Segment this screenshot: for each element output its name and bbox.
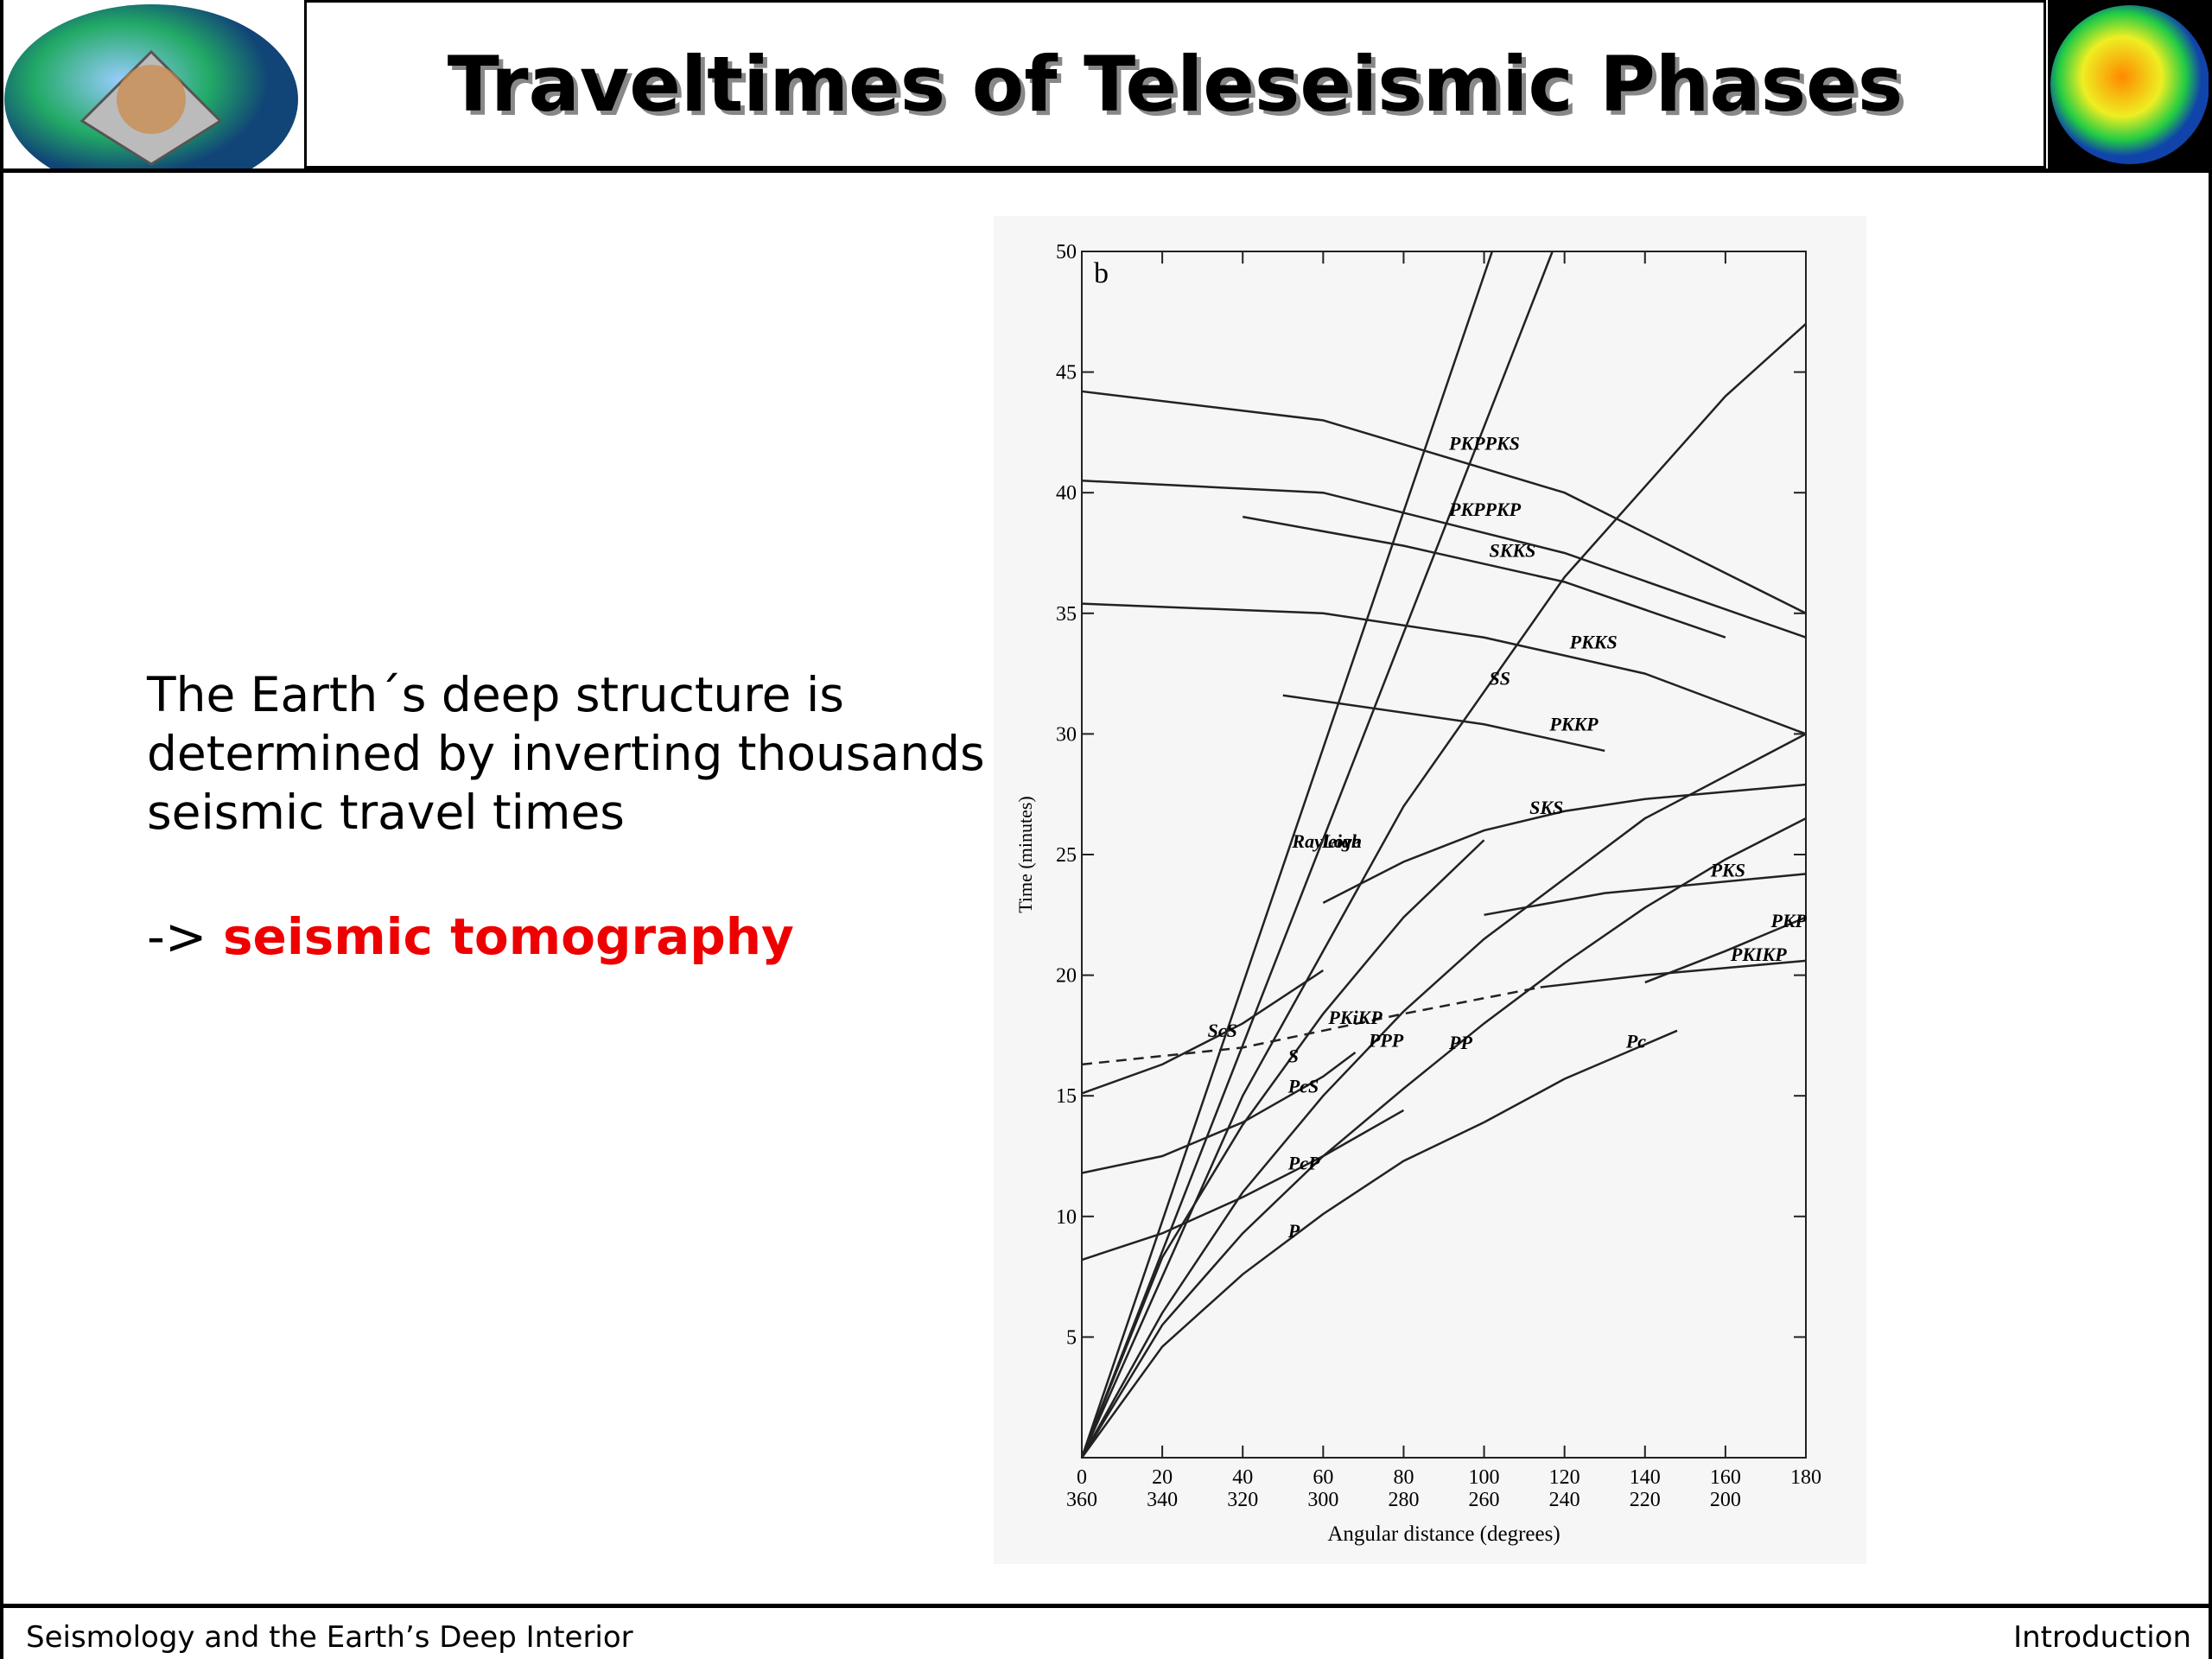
header-rule xyxy=(0,168,2212,173)
phase-label: PKS xyxy=(1710,860,1745,881)
phase-curve xyxy=(1080,733,1807,1459)
x-tick-label: 80 xyxy=(1393,1466,1414,1489)
y-tick-label: 25 xyxy=(1056,844,1077,867)
phase-label: PKKP xyxy=(1548,714,1599,735)
phase-label: PcP xyxy=(1287,1153,1320,1174)
phase-curve xyxy=(1322,783,1807,904)
x-tick-sublabel: 320 xyxy=(1227,1489,1258,1511)
text-line: The Earth´s deep structure is xyxy=(147,667,844,722)
phase-curve xyxy=(1483,1029,1678,1124)
x-tick-label: 120 xyxy=(1549,1466,1580,1489)
y-tick-label: 40 xyxy=(1056,482,1077,505)
x-tick-label: 100 xyxy=(1469,1466,1500,1489)
left-logo xyxy=(4,4,298,169)
phase-curve xyxy=(1080,1121,1485,1459)
phase-label: S xyxy=(1288,1045,1299,1066)
phase-label: PKPPKP xyxy=(1448,499,1522,520)
phase-curve xyxy=(1644,916,1807,984)
chart: b510152025303540455003602034040320603008… xyxy=(994,216,1866,1564)
highlight: seismic tomography xyxy=(222,907,794,966)
phase-label: PKIKP xyxy=(1730,944,1787,965)
x-tick-label: 20 xyxy=(1152,1466,1173,1489)
x-tick-sublabel: 340 xyxy=(1147,1489,1178,1511)
x-tick-label: 180 xyxy=(1790,1466,1821,1489)
conclusion: -> seismic tomography xyxy=(147,907,794,966)
y-tick-label: 20 xyxy=(1056,965,1077,988)
y-tick-label: 45 xyxy=(1056,362,1077,385)
phase-label: PP xyxy=(1448,1032,1472,1053)
phase-curve xyxy=(1080,251,1554,1459)
x-tick-label: 140 xyxy=(1630,1466,1661,1489)
phase-curve xyxy=(1080,251,1494,1459)
footer-right: Introduction xyxy=(2013,1620,2191,1655)
phase-label: PKPPKS xyxy=(1448,432,1520,454)
y-tick-label: 35 xyxy=(1056,603,1077,626)
slide-title: Traveltimes of Teleseismic Phases xyxy=(304,0,2046,168)
y-tick-label: 10 xyxy=(1056,1206,1077,1229)
phase-curve xyxy=(1282,694,1605,753)
y-axis-label: Time (minutes) xyxy=(1014,796,1036,912)
text-line: determined by inverting thousands of xyxy=(147,726,1046,781)
phase-label: SS xyxy=(1490,668,1510,690)
left-border xyxy=(0,0,3,1659)
phase-label: Pc xyxy=(1625,1031,1646,1052)
phase-label: P xyxy=(1287,1220,1300,1242)
footer-rule xyxy=(0,1604,2212,1608)
phase-curve xyxy=(1080,322,1807,1459)
x-tick-label: 40 xyxy=(1232,1466,1253,1489)
x-tick-sublabel: 220 xyxy=(1630,1489,1661,1511)
figure-background xyxy=(994,216,1866,1564)
phase-curve xyxy=(1081,1051,1357,1174)
phase-label: PPP xyxy=(1368,1029,1404,1051)
x-tick-sublabel: 240 xyxy=(1549,1489,1580,1511)
x-tick-sublabel: 280 xyxy=(1388,1489,1419,1511)
phase-label: ScS xyxy=(1208,1020,1237,1041)
phase-label: Love xyxy=(1321,830,1360,852)
x-tick-label: 0 xyxy=(1077,1466,1087,1489)
phase-curve xyxy=(1080,817,1807,1459)
phase-curve xyxy=(1081,390,1807,614)
phase-label: PKiKP xyxy=(1327,1007,1382,1028)
phase-label: Rayleigh xyxy=(1291,830,1362,852)
phase-label: PcS xyxy=(1287,1075,1319,1096)
x-tick-label: 160 xyxy=(1710,1466,1741,1489)
body-text: The Earth´s deep structure is determined… xyxy=(147,665,1046,842)
right-border xyxy=(2209,0,2212,1659)
phase-label: PKKS xyxy=(1569,632,1618,653)
phase-label: SKS xyxy=(1529,797,1563,818)
phase-curve xyxy=(1081,479,1807,639)
y-tick-label: 15 xyxy=(1056,1085,1077,1108)
phase-label: SKKS xyxy=(1490,540,1536,562)
y-tick-label: 5 xyxy=(1066,1326,1077,1349)
y-tick-label: 50 xyxy=(1056,241,1077,264)
text-line: seismic travel times xyxy=(147,785,625,840)
phase-curve xyxy=(1081,969,1325,1095)
phase-curve xyxy=(1081,1109,1405,1262)
x-tick-label: 60 xyxy=(1313,1466,1333,1489)
x-tick-sublabel: 260 xyxy=(1469,1489,1500,1511)
panel-label: b xyxy=(1094,257,1109,289)
phase-curve xyxy=(1243,515,1726,639)
phase-curve xyxy=(1540,959,1807,988)
arrow: -> xyxy=(147,907,207,966)
x-tick-sublabel: 360 xyxy=(1066,1489,1097,1511)
phase-label: PKP xyxy=(1770,910,1807,931)
phase-curve xyxy=(1484,873,1807,917)
phase-curve xyxy=(1081,986,1541,1066)
phase-curve xyxy=(1081,602,1807,735)
y-tick-label: 30 xyxy=(1056,723,1077,746)
x-tick-sublabel: 200 xyxy=(1710,1489,1741,1511)
phase-curve xyxy=(1080,839,1485,1459)
x-tick-sublabel: 300 xyxy=(1307,1489,1338,1511)
right-logo xyxy=(2048,0,2212,169)
x-axis-label: Angular distance (degrees) xyxy=(1327,1522,1560,1546)
footer-left: Seismology and the Earth’s Deep Interior xyxy=(26,1620,633,1655)
